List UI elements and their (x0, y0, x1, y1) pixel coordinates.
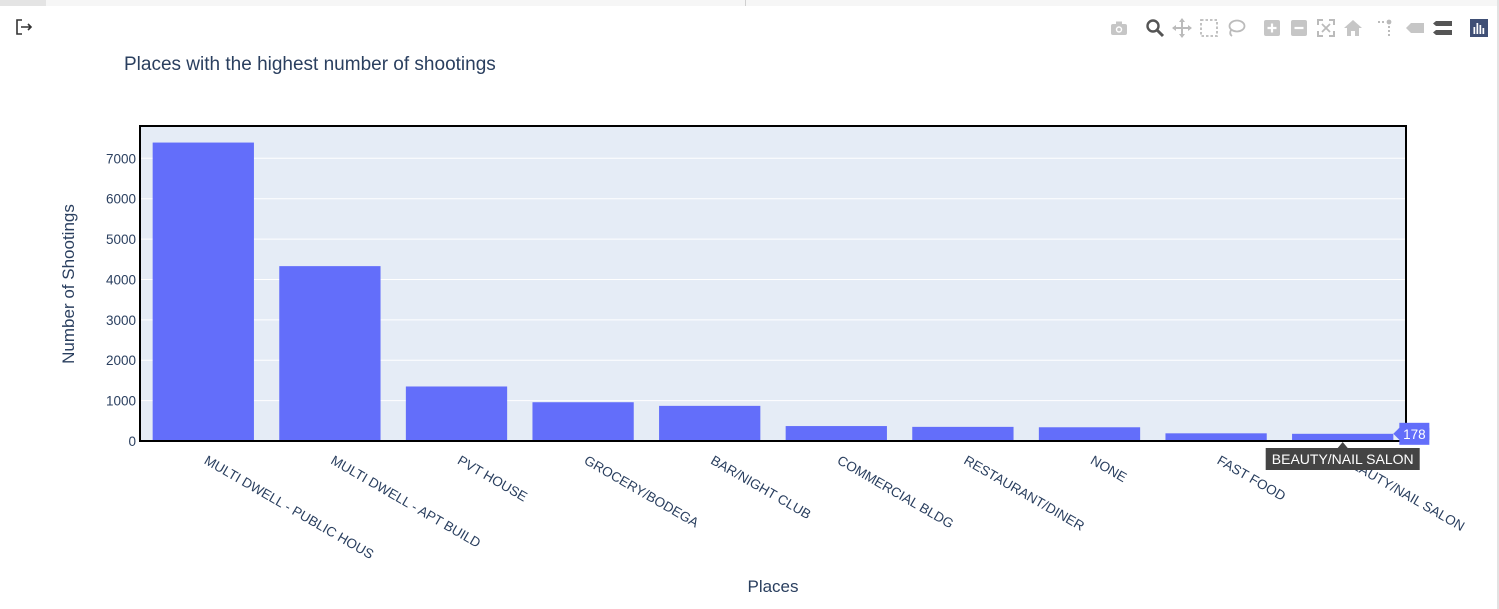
hover-name-box (1265, 448, 1420, 470)
top-strip-segment (0, 0, 46, 6)
zoom-out-icon[interactable] (1288, 17, 1310, 39)
hover-name-pointer (1337, 442, 1348, 448)
plot-border (139, 125, 1407, 442)
zoom-icon[interactable] (1144, 17, 1166, 39)
top-strip-divider (745, 0, 746, 6)
y-tick-labels: 0 1000 2000 3000 4000 5000 6000 7000 (106, 151, 136, 449)
y-tick-label: 1000 (106, 394, 136, 409)
x-tick-label: COMMERCIAL BLDG (835, 453, 956, 532)
bar[interactable] (785, 426, 887, 441)
bar[interactable] (152, 142, 254, 442)
x-tick-label: PVT HOUSE (455, 453, 530, 505)
bar[interactable] (532, 402, 634, 441)
chart-title: Places with the highest number of shooti… (124, 54, 496, 75)
y-tick-label: 3000 (106, 313, 136, 328)
camera-icon[interactable] (1108, 17, 1130, 39)
y-tick-label: 2000 (106, 353, 136, 368)
bars (152, 142, 1394, 442)
bar[interactable] (1292, 433, 1394, 441)
box-select-icon[interactable] (1198, 17, 1220, 39)
reset-axes-icon[interactable] (1342, 17, 1364, 39)
top-strip (0, 0, 1499, 6)
bar[interactable] (1165, 433, 1267, 441)
y-tick-label: 5000 (106, 232, 136, 247)
x-tick-label: NONE (1088, 453, 1129, 485)
hover-compare-icon[interactable] (1432, 17, 1454, 39)
x-tick-label: GROCERY/BODEGA (582, 453, 702, 531)
bar[interactable] (659, 405, 761, 441)
right-scroll-edge (1497, 0, 1499, 609)
bar[interactable] (405, 386, 508, 441)
y-tick-label: 0 (128, 434, 136, 449)
bar[interactable] (279, 266, 381, 441)
hover-value-box (1399, 422, 1430, 445)
bar[interactable] (1038, 427, 1141, 441)
x-tick-label: RESTAURANT/DINER (961, 453, 1087, 534)
hover-tooltip: 178 BEAUTY/NAIL SALON (1265, 422, 1430, 470)
y-tick-label: 4000 (106, 272, 136, 287)
autoscale-icon[interactable] (1315, 17, 1337, 39)
y-tick-label: 7000 (106, 151, 136, 166)
hover-closest-icon[interactable] (1404, 17, 1426, 39)
lasso-select-icon[interactable] (1225, 17, 1247, 39)
x-axis-label: Places (747, 577, 798, 596)
spike-lines-icon[interactable] (1375, 17, 1397, 39)
hover-name-label: BEAUTY/NAIL SALON (1272, 451, 1414, 467)
x-tick-label: BAR/NIGHT CLUB (708, 453, 813, 523)
exit-icon[interactable] (14, 18, 36, 36)
bar[interactable] (912, 426, 1014, 441)
y-axis-label: Number of Shootings (59, 204, 78, 364)
y-tick-label: 6000 (106, 192, 136, 207)
pan-icon[interactable] (1171, 17, 1193, 39)
zoom-in-icon[interactable] (1261, 17, 1283, 39)
hover-value-label: 178 (1403, 427, 1426, 442)
plotly-logo-icon[interactable] (1468, 17, 1490, 39)
